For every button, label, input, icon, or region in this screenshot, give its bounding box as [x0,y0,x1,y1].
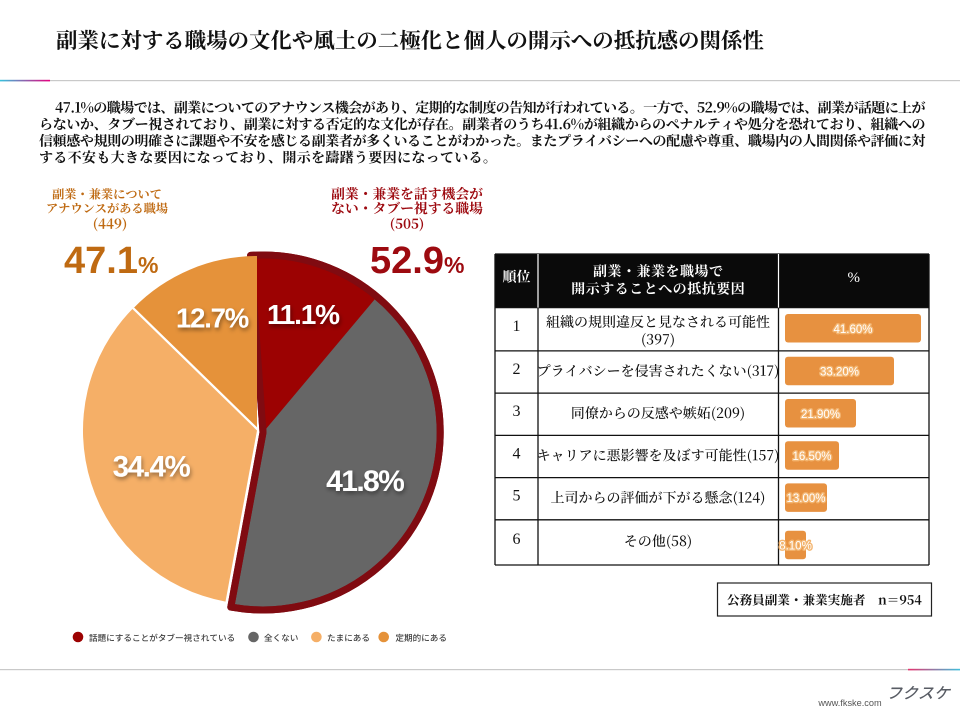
svg-text:1: 1 [513,318,521,335]
svg-text:41.8%: 41.8% [326,465,404,498]
svg-text:6: 6 [513,531,521,548]
svg-text:33.20%: 33.20% [820,367,859,379]
svg-text:16.50%: 16.50% [792,451,831,463]
svg-text:8.10%: 8.10% [779,541,812,553]
svg-text:3: 3 [513,403,521,420]
svg-text:www.fkske.com: www.fkske.com [817,698,882,708]
svg-text:5: 5 [513,488,521,505]
svg-text:52.9%: 52.9% [370,240,464,282]
svg-text:13.00%: 13.00% [786,493,825,505]
svg-text:33.20%: 33.20% [820,367,859,379]
svg-text:47.1%: 47.1% [64,240,158,282]
svg-text:34.4%: 34.4% [113,451,191,484]
svg-text:41.60%: 41.60% [833,324,872,336]
svg-text:13.00%: 13.00% [786,493,825,505]
svg-text:11.1%: 11.1% [267,299,340,330]
svg-text:16.50%: 16.50% [792,451,831,463]
svg-text:21.90%: 21.90% [801,409,840,421]
svg-text:21.90%: 21.90% [801,409,840,421]
svg-text:8.10%: 8.10% [779,541,812,553]
svg-text:2: 2 [513,361,521,378]
svg-text:12.7%: 12.7% [176,303,249,334]
svg-text:41.60%: 41.60% [833,324,872,336]
svg-text:%: % [848,270,861,286]
svg-text:4: 4 [513,445,521,462]
